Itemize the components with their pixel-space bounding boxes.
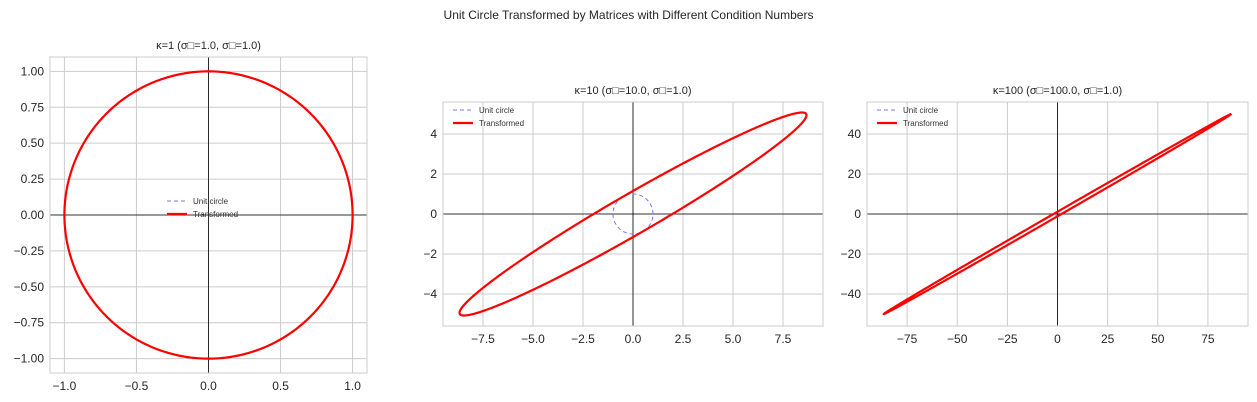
x-tick-label: 0.5: [272, 379, 289, 393]
y-tick-label: −20: [841, 247, 862, 261]
x-tick-label: 2.5: [675, 332, 692, 346]
y-tick-label: 40: [848, 127, 862, 141]
x-tick-label: −0.5: [125, 379, 149, 393]
transformed-ellipse-curve: [882, 112, 1233, 316]
x-tick-label: 7.5: [775, 332, 792, 346]
axes-frame: [866, 101, 1249, 327]
figure-suptitle: Unit Circle Transformed by Matrices with…: [443, 8, 814, 22]
x-tick-label: 5.0: [725, 332, 742, 346]
plot-area: [63, 70, 354, 360]
x-tick-label: 0.0: [200, 379, 217, 393]
y-tick-label: −4: [423, 287, 437, 301]
transformed-ellipse-curve: [458, 111, 808, 317]
transformed-ellipse-curve: [63, 70, 354, 360]
x-tick-label: −25: [997, 332, 1018, 346]
axes-frame: [49, 56, 368, 374]
y-tick-label: 0: [854, 207, 861, 221]
y-tick-label: −40: [841, 287, 862, 301]
subplot-kappa-1: −1.0 −0.5 0.0 0.5 1.0 1.00 0.75 0.50 0.25 0.00 −0.…: [14, 40, 368, 393]
legend-unit-circle-label: Unit circle: [193, 197, 229, 206]
x-tick-label: −2.5: [571, 332, 595, 346]
subplot-kappa-10: −7.5 −5.0 −2.5 0.0 2.5 5.0 7.5 4 2 0 −2 −4 κ=10 (σ□=…: [423, 85, 824, 346]
x-tick-label: −7.5: [471, 332, 495, 346]
subplot-title: κ=1 (σ□=1.0, σ□=1.0): [156, 40, 261, 52]
x-tick-label: −1.0: [53, 379, 77, 393]
y-tick-label: 2: [430, 167, 437, 181]
legend: Unit circle Transformed: [453, 106, 524, 128]
y-tick-label: −0.50: [14, 280, 45, 294]
legend-transformed-label: Transformed: [479, 119, 524, 128]
y-tick-label: −0.25: [14, 244, 45, 258]
x-tick-label: −75: [897, 332, 918, 346]
legend-unit-circle-label: Unit circle: [479, 106, 515, 115]
subplot-title: κ=100 (σ□=100.0, σ□=1.0): [993, 85, 1122, 97]
legend: Unit circle Transformed: [877, 106, 948, 128]
y-tick-label: −1.00: [14, 352, 45, 366]
y-tick-label: 4: [430, 127, 437, 141]
y-tick-label: 0.00: [21, 208, 45, 222]
subplot-kappa-100: −75 −50 −25 0 25 50 75 40 20 0 −20 −40 κ=100 (σ□=100…: [841, 85, 1249, 346]
x-tick-label: 75: [1201, 332, 1215, 346]
y-tick-label: 0: [430, 207, 437, 221]
y-tick-label: 20: [848, 167, 862, 181]
y-tick-label: −0.75: [14, 316, 45, 330]
plot-area: [458, 111, 808, 317]
x-tick-label: 0: [1054, 332, 1061, 346]
x-tick-label: −5.0: [521, 332, 545, 346]
legend-transformed-label: Transformed: [193, 210, 238, 219]
x-tick-label: 50: [1151, 332, 1165, 346]
x-tick-label: 0.0: [625, 332, 642, 346]
y-tick-label: 0.50: [21, 136, 45, 150]
x-tick-label: 1.0: [344, 379, 361, 393]
x-tick-label: 25: [1101, 332, 1115, 346]
legend-transformed-label: Transformed: [903, 119, 948, 128]
subplot-title: κ=10 (σ□=10.0, σ□=1.0): [574, 85, 691, 97]
plot-area: [882, 112, 1233, 316]
y-tick-label: 1.00: [21, 64, 45, 78]
legend: Unit circle Transformed: [167, 197, 238, 219]
y-tick-label: 0.75: [21, 100, 45, 114]
y-tick-label: −2: [423, 247, 437, 261]
axes-frame: [442, 101, 824, 327]
legend-unit-circle-label: Unit circle: [903, 106, 939, 115]
y-tick-label: 0.25: [21, 172, 45, 186]
x-tick-label: −50: [947, 332, 968, 346]
